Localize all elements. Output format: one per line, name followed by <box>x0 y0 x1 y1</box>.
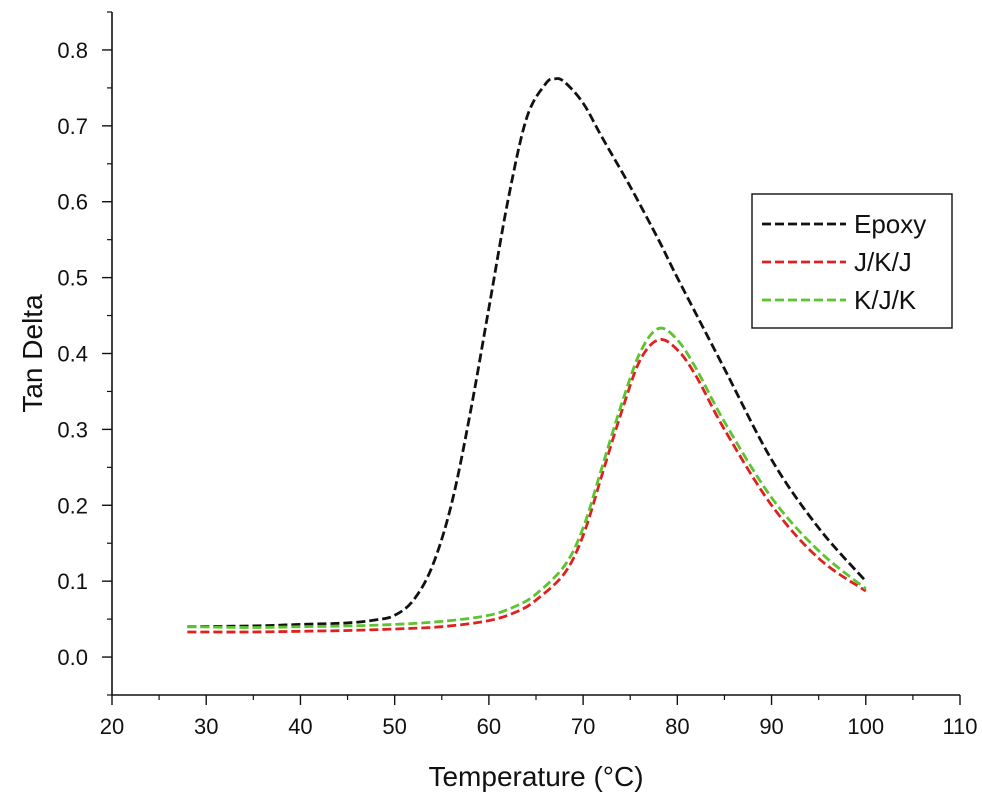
y-tick-label: 0.7 <box>57 114 88 139</box>
x-tick-label: 110 <box>942 714 977 739</box>
series-line-j-k-j <box>187 338 867 634</box>
x-tick-label: 70 <box>571 714 595 739</box>
legend-label-epoxy: Epoxy <box>854 209 926 239</box>
x-tick-label: 50 <box>382 714 406 739</box>
y-tick-label: 0.6 <box>57 190 88 215</box>
x-axis-title: Temperature (°C) <box>428 761 643 792</box>
y-tick-label: 0.4 <box>57 342 88 367</box>
y-tick-label: 0.5 <box>57 266 88 291</box>
x-tick-label: 100 <box>847 714 884 739</box>
legend: Epoxy J/K/J K/J/K <box>751 193 953 329</box>
legend-label-j-k-j: J/K/J <box>854 247 912 277</box>
y-tick-label: 0.0 <box>57 645 88 670</box>
x-tick-label: 80 <box>665 714 689 739</box>
y-tick-label: 0.3 <box>57 417 88 442</box>
x-tick-label: 30 <box>194 714 218 739</box>
x-tick-label: 90 <box>759 714 783 739</box>
y-tick-label: 0.8 <box>57 38 88 63</box>
y-tick-label: 0.2 <box>57 493 88 518</box>
series-line-epoxy <box>187 77 867 629</box>
legend-label-k-j-k: K/J/K <box>854 285 917 315</box>
x-tick-label: 60 <box>477 714 501 739</box>
x-tick-label: 40 <box>288 714 312 739</box>
legend-box <box>751 193 953 329</box>
x-tick-label: 20 <box>100 714 124 739</box>
y-axis-title: Tan Delta <box>17 294 48 413</box>
axes: 20 30 40 50 60 70 80 90 100 110 0.0 0.1 0.2 0.3 0.4 0.5… <box>57 11 978 739</box>
plot-lines <box>187 77 867 634</box>
y-tick-label: 0.1 <box>57 569 88 594</box>
series-line-k-j-k <box>187 326 867 629</box>
